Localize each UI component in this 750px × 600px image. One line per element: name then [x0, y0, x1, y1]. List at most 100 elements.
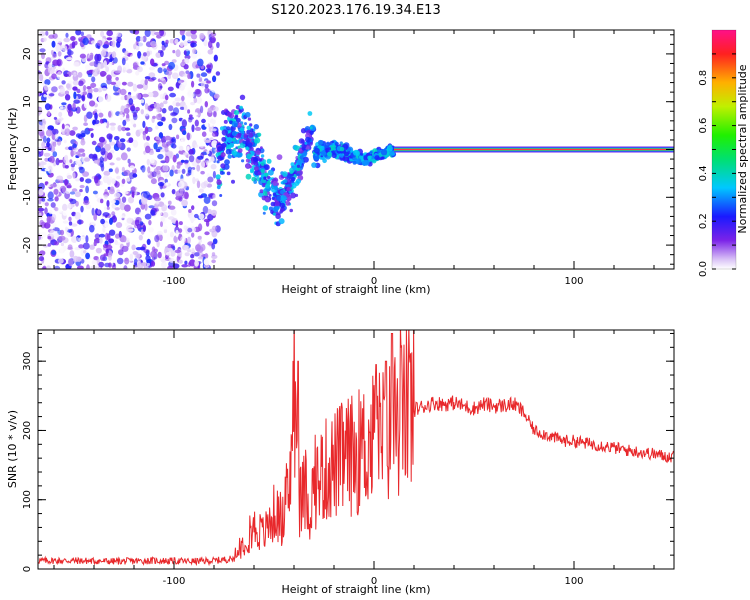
noise-blob: [188, 149, 194, 155]
noise-blob: [68, 221, 73, 226]
noise-blob: [122, 119, 127, 126]
signal-blob: [290, 192, 297, 199]
noise-blob: [123, 107, 130, 114]
noise-blob: [98, 261, 105, 268]
noise-blob: [94, 53, 100, 62]
noise-blob: [108, 111, 112, 118]
noise-blob: [171, 117, 178, 124]
noise-blob: [63, 139, 67, 144]
noise-blob: [72, 255, 79, 263]
noise-blob: [209, 228, 216, 233]
noise-blob: [150, 260, 156, 267]
noise-blob: [48, 93, 55, 97]
signal-blob: [227, 154, 232, 159]
signal-blob: [268, 193, 272, 197]
noise-blob: [108, 58, 113, 62]
noise-blob: [135, 35, 141, 42]
signal-blob: [221, 136, 227, 142]
noise-blob: [195, 96, 202, 104]
noise-blob: [73, 61, 80, 67]
noise-blob: [204, 83, 209, 89]
noise-blob: [89, 224, 95, 233]
noise-blob: [169, 231, 174, 238]
signal-blob: [313, 147, 320, 154]
noise-blob: [94, 176, 99, 184]
signal-blob: [298, 138, 305, 144]
noise-blob: [178, 180, 185, 189]
noise-blob: [167, 248, 174, 252]
noise-blob: [197, 235, 202, 240]
noise-blob: [175, 229, 179, 238]
noise-blob: [89, 62, 95, 67]
signal-blob: [258, 191, 265, 198]
noise-blob: [168, 123, 173, 131]
signal-blob: [386, 145, 393, 152]
noise-blob: [179, 30, 185, 36]
noise-blob: [91, 259, 98, 266]
noise-blob: [54, 133, 59, 140]
noise-blob: [194, 126, 202, 131]
noise-blob: [48, 34, 55, 39]
noise-blob: [191, 205, 195, 211]
noise-blob: [144, 152, 151, 160]
noise-blob: [114, 207, 120, 211]
noise-blob: [43, 152, 51, 157]
signal-blob: [255, 150, 261, 156]
noise-blob: [186, 132, 190, 141]
noise-blob: [53, 116, 58, 120]
noise-blob: [47, 191, 54, 200]
noise-blob: [87, 73, 92, 78]
noise-blob: [111, 203, 117, 209]
noise-blob: [187, 249, 192, 253]
noise-blob: [83, 250, 87, 254]
noise-blob: [212, 116, 218, 120]
noise-blob: [193, 112, 198, 116]
noise-blob: [77, 153, 84, 157]
noise-blob: [89, 244, 95, 250]
noise-blob: [182, 130, 187, 136]
noise-blob: [127, 158, 131, 164]
snr-y-tick-label: 200: [22, 421, 33, 440]
noise-blob: [46, 141, 50, 148]
signal-blob: [226, 137, 233, 143]
signal-blob: [216, 185, 221, 190]
signal-blob: [314, 153, 318, 157]
noise-blob: [54, 241, 59, 246]
noise-blob: [116, 257, 124, 265]
snr-xlabel: Height of straight line (km): [281, 583, 430, 596]
noise-blob: [38, 129, 45, 137]
noise-blob: [196, 73, 201, 78]
noise-blob: [85, 252, 90, 260]
noise-blob: [131, 109, 138, 114]
noise-blob: [45, 31, 49, 36]
noise-blob: [108, 255, 112, 261]
signal-blob: [260, 146, 263, 150]
noise-blob: [45, 265, 52, 269]
snr-panel: -100 0 100 0 100 200 300 Height of straight li…: [6, 329, 675, 596]
noise-blob: [210, 163, 217, 170]
signal-blob: [339, 146, 345, 152]
noise-blob: [108, 229, 116, 236]
noise-blob: [170, 209, 177, 216]
noise-blob: [183, 152, 188, 156]
noise-blob: [132, 113, 138, 121]
signal-blob: [225, 148, 232, 155]
noise-blob: [155, 136, 161, 141]
noise-blob: [63, 73, 69, 78]
noise-blob: [207, 208, 212, 215]
noise-blob: [211, 146, 216, 154]
noise-blob: [65, 226, 68, 232]
noise-blob: [165, 30, 172, 37]
signal-blob: [235, 114, 239, 118]
signal-blob: [215, 174, 221, 180]
signal-blob: [248, 132, 254, 138]
noise-blob: [85, 178, 92, 184]
noise-blob: [138, 234, 143, 241]
noise-blob: [184, 252, 190, 257]
spectrogram-ylabel: Frequency (Hz): [6, 108, 19, 191]
noise-blob: [105, 103, 111, 109]
signal-blob: [245, 146, 250, 151]
noise-blob: [78, 148, 85, 153]
noise-blob: [121, 245, 129, 252]
signal-blob: [339, 141, 343, 145]
